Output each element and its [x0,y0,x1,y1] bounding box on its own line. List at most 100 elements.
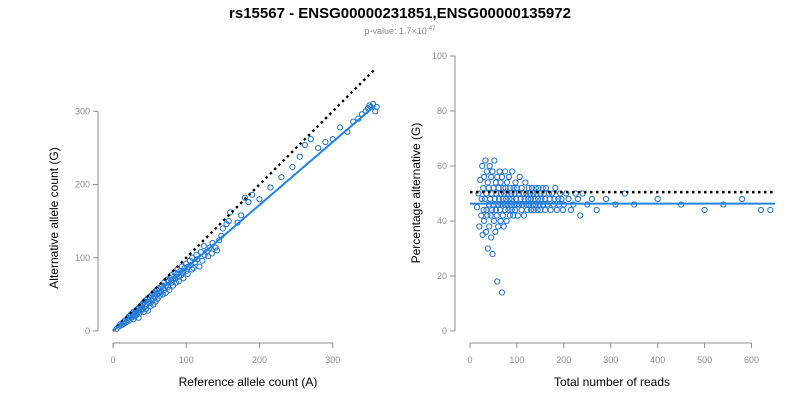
data-point [515,190,522,197]
data-point [701,206,708,214]
data-point [494,278,501,285]
data-point [475,190,482,197]
data-point [506,195,513,203]
data-point [538,195,545,203]
data-point [495,184,502,192]
subtitle-exponent: -47 [427,26,436,32]
data-point [366,102,373,109]
right-scatter-plot: 0 20 40 60 80 100 0 100 200 300 400 500 600 Total num… [409,51,775,389]
data-point [491,195,498,203]
data-point [521,195,528,203]
data-point [530,190,537,197]
x-tick-label: 0 [467,355,472,365]
data-point [478,212,485,219]
data-point [509,195,516,203]
data-point [205,253,212,260]
data-point [498,289,506,296]
data-point [500,223,507,230]
data-point [256,196,263,203]
data-point [180,275,187,282]
data-point [489,250,496,258]
data-point [588,195,596,203]
data-point [522,179,529,186]
data-point [547,206,554,214]
data-point [485,184,492,192]
data-point [476,223,483,230]
data-point [499,195,506,203]
data-point [484,245,491,252]
x-tick-label: 200 [252,355,267,365]
data-point [497,217,504,225]
data-point [559,206,567,214]
data-point [488,190,495,197]
data-point [495,195,503,203]
data-point [175,278,183,285]
y-tick-label: 20 [437,271,447,281]
data-point [480,217,488,225]
data-point [480,173,488,181]
data-point [739,195,746,203]
data-point [505,173,513,181]
y-tick-label: 40 [437,216,447,226]
data-point [553,206,560,214]
data-point [513,184,521,192]
data-point [502,168,509,175]
data-point [577,212,584,219]
y-tick-label: 0 [85,326,90,336]
data-point [535,184,542,192]
y-tick-label: 200 [75,180,90,190]
data-point [289,163,296,171]
data-point [479,231,486,238]
data-point [509,168,516,175]
x-tick-label: 100 [509,355,524,365]
data-point [518,184,525,192]
data-point [537,206,544,214]
data-point [510,212,517,219]
data-point [499,212,506,219]
chart-title: rs15567 - ENSG00000231851,ENSG0000013597… [229,5,571,22]
data-point [514,212,521,219]
x-tick-label: 300 [603,355,618,365]
x-tick-label: 0 [110,355,115,365]
data-point [267,184,274,191]
data-point [162,289,169,297]
data-point [504,190,511,197]
data-point [520,212,528,219]
y-axis-label: Percentage alternative (G) [409,123,423,264]
data-point [314,144,322,152]
data-point [484,179,491,186]
data-point [533,190,540,197]
data-point [563,190,570,197]
x-tick-label: 200 [556,355,571,365]
data-point [579,190,586,197]
data-point [487,212,494,219]
y-axis-label: Alternative allele count (G) [47,147,61,288]
left-scatter-plot: 0 100 200 300 0 100 200 300 Reference allele cou… [47,68,380,389]
data-point [196,263,203,270]
data-point [184,270,191,277]
data-point [480,184,487,192]
data-point [541,195,549,203]
data-point [503,195,510,203]
y-tick-label: 300 [75,106,90,116]
data-point [539,184,546,192]
data-point [483,168,490,175]
data-point [200,242,207,250]
data-point [602,195,610,203]
data-point [549,190,556,197]
y-tick-label: 60 [437,161,447,171]
data-point [178,263,185,270]
y-tick-label: 0 [442,326,447,336]
data-point [501,190,508,197]
data-point [505,206,512,214]
data-point [193,251,200,258]
data-point [496,168,503,175]
data-point [307,136,314,143]
data-point [166,286,173,294]
data-point [525,184,532,192]
data-point [493,190,500,197]
data-point [238,212,245,219]
data-point [523,190,530,197]
data-point [567,206,574,214]
subtitle-prefix: p-value: 1.7×10 [365,26,427,36]
